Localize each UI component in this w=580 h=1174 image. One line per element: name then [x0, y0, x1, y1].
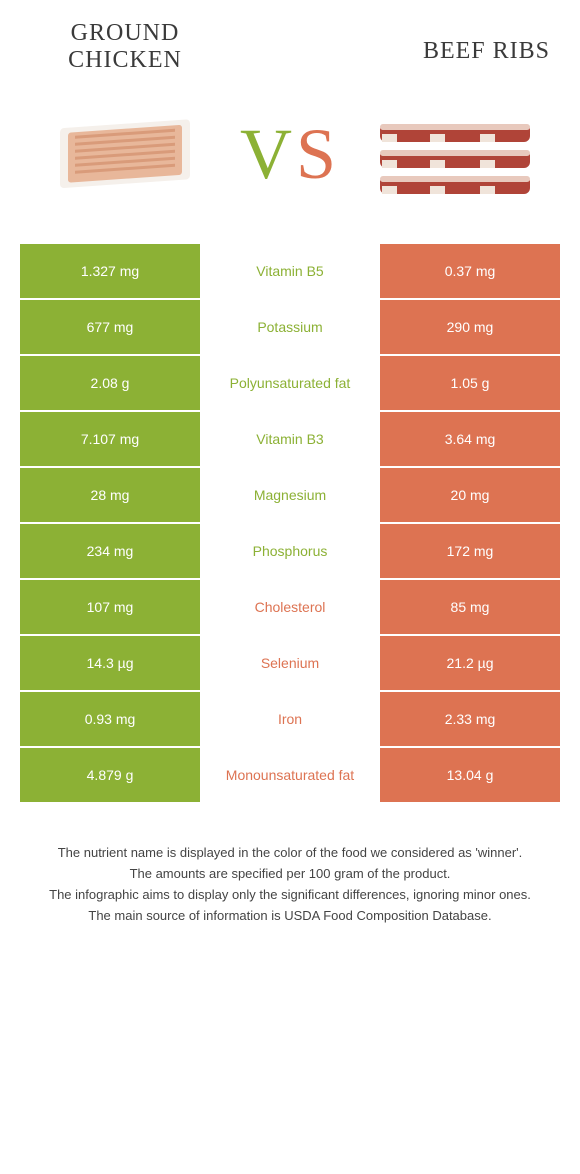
value-right: 172 mg: [380, 524, 560, 580]
table-row: 0.93 mgIron2.33 mg: [20, 692, 560, 748]
footnote: The infographic aims to display only the…: [20, 886, 560, 905]
table-row: 28 mgMagnesium20 mg: [20, 468, 560, 524]
value-left: 28 mg: [20, 468, 200, 524]
value-left: 4.879 g: [20, 748, 200, 804]
table-row: 1.327 mgVitamin B50.37 mg: [20, 244, 560, 300]
nutrient-name: Vitamin B3: [200, 412, 380, 468]
table-row: 2.08 gPolyunsaturated fat1.05 g: [20, 356, 560, 412]
vs-s: S: [296, 114, 340, 194]
value-right: 21.2 µg: [380, 636, 560, 692]
value-left: 0.93 mg: [20, 692, 200, 748]
food-left-title: Ground chicken: [20, 20, 230, 74]
value-left: 2.08 g: [20, 356, 200, 412]
nutrient-name: Monounsaturated fat: [200, 748, 380, 804]
nutrient-name: Vitamin B5: [200, 244, 380, 300]
value-left: 7.107 mg: [20, 412, 200, 468]
food-right-image: [350, 94, 560, 214]
table-row: 677 mgPotassium290 mg: [20, 300, 560, 356]
table-row: 14.3 µgSelenium21.2 µg: [20, 636, 560, 692]
table-row: 7.107 mgVitamin B33.64 mg: [20, 412, 560, 468]
value-left: 234 mg: [20, 524, 200, 580]
value-left: 107 mg: [20, 580, 200, 636]
value-left: 14.3 µg: [20, 636, 200, 692]
value-right: 0.37 mg: [380, 244, 560, 300]
value-right: 3.64 mg: [380, 412, 560, 468]
table-row: 4.879 gMonounsaturated fat13.04 g: [20, 748, 560, 804]
value-left: 677 mg: [20, 300, 200, 356]
vs-v: V: [240, 114, 296, 194]
food-right-title: Beef ribs: [290, 38, 550, 65]
table-row: 107 mgCholesterol85 mg: [20, 580, 560, 636]
nutrient-name: Iron: [200, 692, 380, 748]
value-right: 85 mg: [380, 580, 560, 636]
value-right: 2.33 mg: [380, 692, 560, 748]
food-left-image: [20, 94, 230, 214]
value-right: 290 mg: [380, 300, 560, 356]
nutrient-name: Potassium: [200, 300, 380, 356]
nutrient-name: Cholesterol: [200, 580, 380, 636]
footnote: The nutrient name is displayed in the co…: [20, 844, 560, 863]
nutrient-name: Phosphorus: [200, 524, 380, 580]
vs-label: VS: [240, 113, 340, 196]
value-right: 13.04 g: [380, 748, 560, 804]
footnotes: The nutrient name is displayed in the co…: [20, 844, 560, 987]
nutrient-name: Magnesium: [200, 468, 380, 524]
value-right: 20 mg: [380, 468, 560, 524]
nutrient-name: Polyunsaturated fat: [200, 356, 380, 412]
value-left: 1.327 mg: [20, 244, 200, 300]
header: Ground chicken Beef ribs: [0, 0, 580, 84]
nutrient-name: Selenium: [200, 636, 380, 692]
nutrient-table: 1.327 mgVitamin B50.37 mg677 mgPotassium…: [20, 244, 560, 804]
value-right: 1.05 g: [380, 356, 560, 412]
hero: VS: [0, 84, 580, 244]
table-row: 234 mgPhosphorus172 mg: [20, 524, 560, 580]
footnote: The main source of information is USDA F…: [20, 907, 560, 926]
footnote: The amounts are specified per 100 gram o…: [20, 865, 560, 884]
